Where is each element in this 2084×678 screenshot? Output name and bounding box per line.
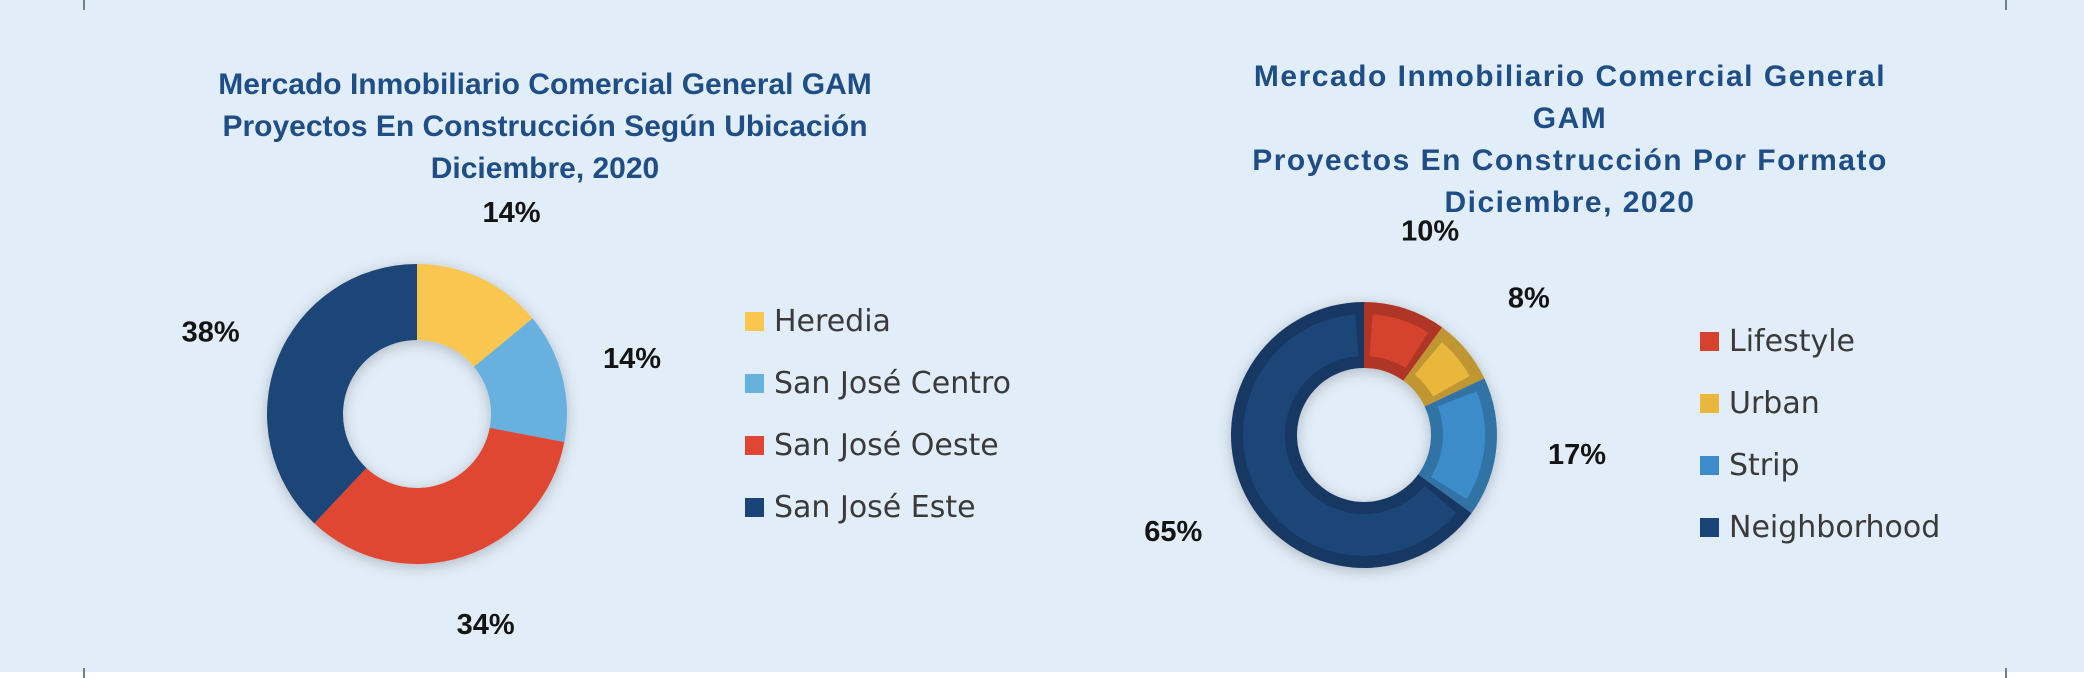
legend-location: Heredia San José Centro San José Oeste S… bbox=[745, 290, 1011, 538]
legend-swatch bbox=[745, 311, 764, 331]
legend-label: Heredia bbox=[774, 303, 891, 339]
frame-tick bbox=[2005, 668, 2007, 678]
labels-format: 10% 8% 17% 65% bbox=[1144, 215, 1606, 548]
legend-item: Lifestyle bbox=[1700, 310, 1940, 372]
legend-swatch bbox=[1700, 331, 1719, 351]
legend-item: Urban bbox=[1700, 372, 1940, 434]
chart-title-line: GAM bbox=[1532, 102, 1608, 135]
legend-item: San José Oeste bbox=[745, 414, 1011, 476]
legend-item: Strip bbox=[1700, 434, 1940, 496]
chart-title-line: Mercado Inmobiliario Comercial General bbox=[1253, 60, 1887, 93]
legend-swatch bbox=[1700, 517, 1719, 537]
chart-title-line: Proyectos En Construcción Por Formato bbox=[1252, 144, 1888, 177]
chart-title-line: Diciembre, 2020 bbox=[430, 152, 660, 185]
legend-swatch bbox=[745, 373, 764, 393]
data-label-lifestyle: 10% bbox=[1401, 215, 1459, 247]
chart-title-location: Mercado Inmobiliario Comercial General G… bbox=[150, 64, 940, 190]
frame-tick bbox=[83, 668, 85, 678]
legend-label: San José Oeste bbox=[774, 427, 999, 463]
donut-format bbox=[1231, 302, 1497, 569]
legend-label: San José Centro bbox=[774, 365, 1012, 401]
chart-title-line: Diciembre, 2020 bbox=[1444, 186, 1696, 219]
data-label-san-jose-este: 38% bbox=[182, 316, 240, 348]
data-label-heredia: 14% bbox=[482, 197, 540, 229]
legend-swatch bbox=[1700, 455, 1719, 475]
frame-tick bbox=[83, 0, 85, 10]
donut-slice-san-jose-este bbox=[267, 264, 417, 524]
legend-label: Lifestyle bbox=[1729, 323, 1856, 359]
donut-slice-face-lifestyle bbox=[1369, 314, 1429, 369]
legend-label: Strip bbox=[1729, 447, 1800, 483]
data-label-san-jose-centro: 14% bbox=[603, 343, 661, 375]
data-label-urban: 8% bbox=[1508, 283, 1550, 315]
chart-title-format: Mercado Inmobiliario Comercial General G… bbox=[1175, 56, 1965, 224]
legend-label: San José Este bbox=[774, 489, 976, 525]
donut-slice-heredia bbox=[417, 264, 533, 367]
legend-item: Heredia bbox=[745, 290, 1011, 352]
data-label-strip: 17% bbox=[1548, 439, 1606, 471]
chart-title-line: Mercado Inmobiliario Comercial General G… bbox=[218, 68, 872, 101]
data-label-san-jose-oeste: 34% bbox=[457, 609, 515, 641]
legend-item: Neighborhood bbox=[1700, 496, 1940, 558]
legend-label: Urban bbox=[1729, 385, 1820, 421]
legend-label: Neighborhood bbox=[1729, 509, 1941, 545]
legend-swatch bbox=[1700, 393, 1719, 413]
legend-item: San José Este bbox=[745, 476, 1011, 538]
donut-slice-san-jose-centro bbox=[474, 318, 567, 443]
legend-item: San José Centro bbox=[745, 352, 1011, 414]
legend-swatch bbox=[745, 497, 764, 517]
frame-tick bbox=[2005, 0, 2007, 10]
donut-location bbox=[267, 264, 567, 564]
donut-slice-face-neighborhood bbox=[1243, 314, 1457, 556]
data-label-neighborhood: 65% bbox=[1144, 516, 1202, 548]
labels-location: 14% 14% 34% 38% bbox=[182, 197, 662, 641]
chart-title-line: Proyectos En Construcción Según Ubicació… bbox=[222, 110, 868, 143]
legend-swatch bbox=[745, 435, 764, 455]
donut-slice-san-jose-oeste bbox=[314, 427, 565, 564]
legend-format: Lifestyle Urban Strip Neighborhood bbox=[1700, 310, 1940, 558]
donut-slice-face-strip bbox=[1430, 391, 1485, 500]
donut-slice-face-urban bbox=[1414, 342, 1470, 397]
